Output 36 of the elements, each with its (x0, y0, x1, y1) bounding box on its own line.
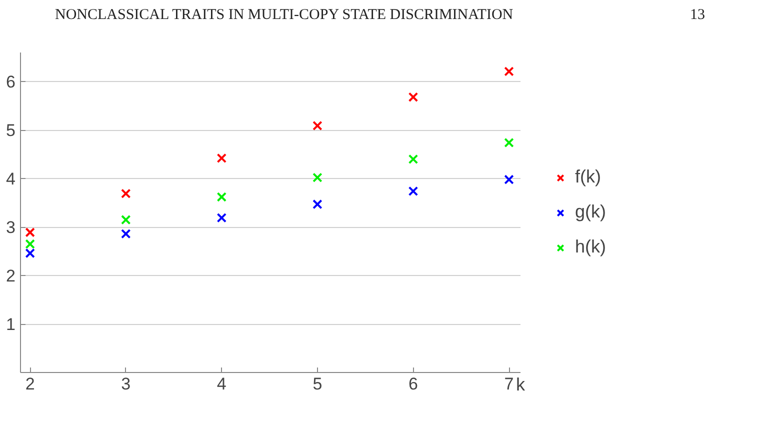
x-tick-label: 5 (312, 374, 322, 394)
point (25, 239, 35, 249)
x-tick-label: 7 (504, 374, 514, 394)
point (312, 172, 322, 182)
y-tick-label: 5 (6, 121, 16, 140)
legend-label: h(k) (575, 236, 606, 258)
point (120, 228, 131, 239)
point (120, 214, 131, 225)
y-tick-label: 4 (6, 170, 16, 189)
point (216, 212, 227, 223)
point (312, 199, 322, 210)
x-axis-title: k (516, 374, 526, 394)
y-tick-label: 2 (6, 266, 16, 286)
point (25, 248, 35, 258)
point (216, 153, 227, 164)
point (504, 66, 514, 76)
point (216, 192, 227, 202)
point (504, 174, 514, 184)
point (408, 92, 418, 102)
x-tick-label: 4 (216, 374, 226, 394)
legend-label: g(k) (575, 202, 606, 222)
point (408, 186, 418, 196)
point (120, 188, 131, 198)
point (312, 120, 322, 131)
y-tick-label: 1 (6, 315, 16, 334)
point (25, 227, 35, 238)
x-tick-label: 6 (408, 374, 418, 394)
y-tick-label: 6 (6, 72, 16, 92)
text: 13 (690, 6, 705, 25)
text: NONCLASSICAL TRAITS IN MULTI-COPY STATE DISCRIMINATION (55, 6, 514, 25)
y-tick-label: 3 (6, 218, 16, 238)
x-tick-label: 3 (121, 374, 131, 394)
legend-label: f(k) (575, 166, 601, 188)
point (408, 154, 418, 164)
point (504, 138, 514, 148)
x-tick-label: 2 (25, 374, 35, 394)
